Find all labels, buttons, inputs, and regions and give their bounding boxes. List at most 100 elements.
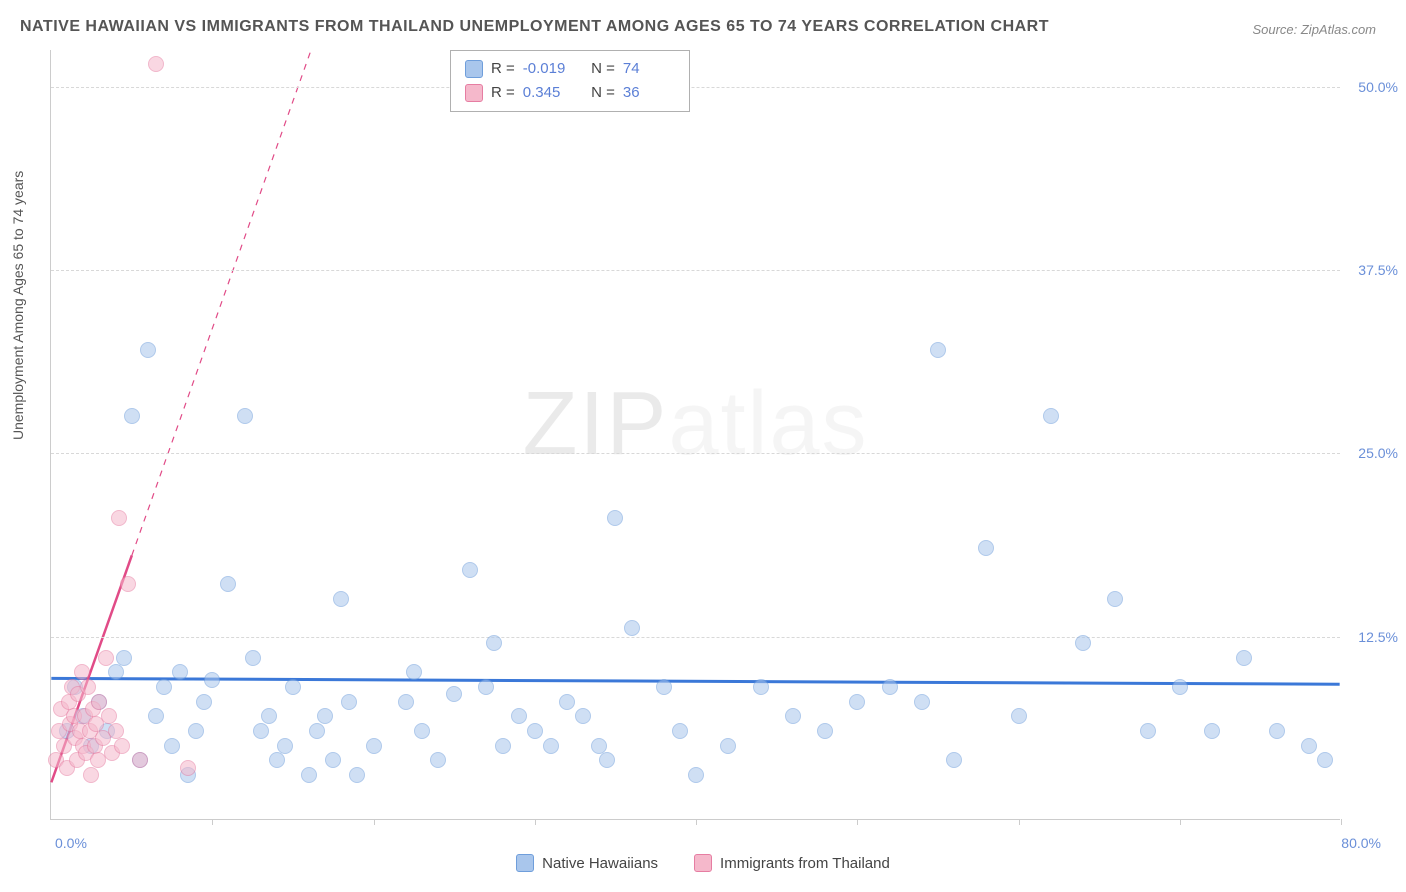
data-point: [204, 672, 220, 688]
stats-row: R = 0.345 N =36: [465, 81, 675, 105]
legend-swatch: [516, 854, 534, 872]
data-point: [1236, 650, 1252, 666]
y-tick-label: 37.5%: [1358, 262, 1398, 278]
x-tick: [1180, 819, 1181, 825]
data-point: [309, 723, 325, 739]
data-point: [946, 752, 962, 768]
data-point: [914, 694, 930, 710]
data-point: [624, 620, 640, 636]
data-point: [317, 708, 333, 724]
y-tick-label: 50.0%: [1358, 79, 1398, 95]
data-point: [124, 408, 140, 424]
n-label: N =: [583, 81, 615, 105]
data-point: [220, 576, 236, 592]
data-point: [101, 708, 117, 724]
chart-title: NATIVE HAWAIIAN VS IMMIGRANTS FROM THAIL…: [20, 18, 1049, 36]
data-point: [164, 738, 180, 754]
data-point: [495, 738, 511, 754]
data-point: [688, 767, 704, 783]
data-point: [753, 679, 769, 695]
chart-plot-area: ZIPatlas 12.5%25.0%37.5%50.0%: [50, 50, 1340, 820]
stats-legend: R =-0.019 N =74R = 0.345 N =36: [450, 50, 690, 112]
data-point: [1107, 591, 1123, 607]
stats-row: R =-0.019 N =74: [465, 57, 675, 81]
r-value: -0.019: [523, 57, 575, 81]
data-point: [341, 694, 357, 710]
legend-label: Native Hawaiians: [542, 855, 658, 872]
data-point: [1317, 752, 1333, 768]
data-point: [269, 752, 285, 768]
data-point: [1204, 723, 1220, 739]
r-label: R =: [491, 81, 515, 105]
data-point: [882, 679, 898, 695]
data-point: [1269, 723, 1285, 739]
trend-lines: [51, 50, 1340, 819]
data-point: [90, 752, 106, 768]
data-point: [511, 708, 527, 724]
legend-item: Native Hawaiians: [516, 854, 658, 872]
legend-swatch: [465, 60, 483, 78]
data-point: [180, 760, 196, 776]
gridline: [51, 637, 1340, 638]
x-axis-min-label: 0.0%: [55, 835, 87, 851]
x-tick: [1341, 819, 1342, 825]
data-point: [527, 723, 543, 739]
data-point: [543, 738, 559, 754]
data-point: [108, 664, 124, 680]
data-point: [253, 723, 269, 739]
data-point: [114, 738, 130, 754]
source-label: Source: ZipAtlas.com: [1252, 22, 1376, 37]
data-point: [414, 723, 430, 739]
x-axis-max-label: 80.0%: [1341, 835, 1381, 851]
data-point: [148, 56, 164, 72]
data-point: [285, 679, 301, 695]
data-point: [1301, 738, 1317, 754]
data-point: [245, 650, 261, 666]
r-label: R =: [491, 57, 515, 81]
gridline: [51, 453, 1340, 454]
data-point: [74, 664, 90, 680]
bottom-legend: Native Hawaiians Immigrants from Thailand: [0, 854, 1406, 876]
data-point: [559, 694, 575, 710]
data-point: [333, 591, 349, 607]
data-point: [1172, 679, 1188, 695]
data-point: [656, 679, 672, 695]
x-tick: [1019, 819, 1020, 825]
data-point: [1075, 635, 1091, 651]
data-point: [720, 738, 736, 754]
watermark: ZIPatlas: [522, 373, 868, 476]
data-point: [261, 708, 277, 724]
data-point: [1140, 723, 1156, 739]
data-point: [301, 767, 317, 783]
data-point: [132, 752, 148, 768]
data-point: [148, 708, 164, 724]
n-value: 36: [623, 81, 675, 105]
data-point: [349, 767, 365, 783]
data-point: [785, 708, 801, 724]
legend-swatch: [694, 854, 712, 872]
data-point: [430, 752, 446, 768]
data-point: [978, 540, 994, 556]
x-tick: [374, 819, 375, 825]
x-tick: [857, 819, 858, 825]
data-point: [140, 342, 156, 358]
data-point: [188, 723, 204, 739]
data-point: [80, 679, 96, 695]
data-point: [196, 694, 212, 710]
data-point: [325, 752, 341, 768]
data-point: [462, 562, 478, 578]
gridline: [51, 270, 1340, 271]
data-point: [406, 664, 422, 680]
data-point: [116, 650, 132, 666]
data-point: [91, 694, 107, 710]
x-tick: [212, 819, 213, 825]
n-label: N =: [583, 57, 615, 81]
legend-swatch: [465, 84, 483, 102]
data-point: [599, 752, 615, 768]
data-point: [591, 738, 607, 754]
data-point: [120, 576, 136, 592]
data-point: [575, 708, 591, 724]
data-point: [398, 694, 414, 710]
data-point: [366, 738, 382, 754]
legend-item: Immigrants from Thailand: [694, 854, 890, 872]
